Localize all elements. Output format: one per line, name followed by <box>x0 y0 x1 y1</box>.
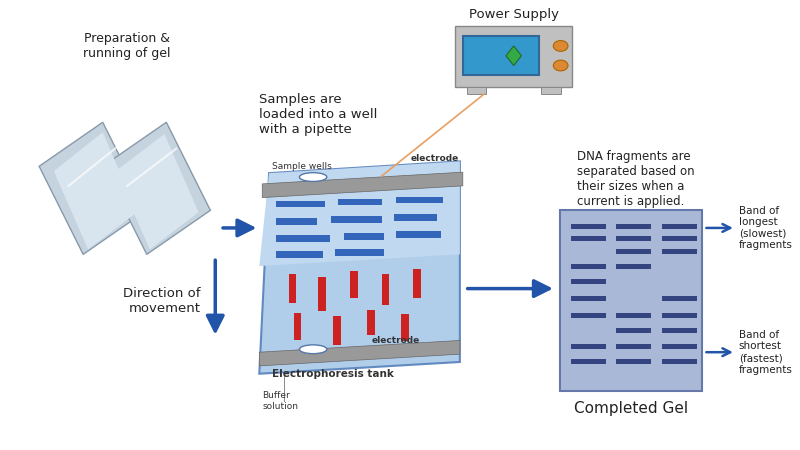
Text: Band of
longest
(slowest)
fragments: Band of longest (slowest) fragments <box>738 206 793 250</box>
Bar <box>617 328 650 333</box>
Bar <box>345 233 383 240</box>
Ellipse shape <box>554 40 568 51</box>
Bar <box>571 313 606 318</box>
Bar <box>413 269 421 298</box>
Bar <box>662 249 697 254</box>
Bar <box>276 252 323 258</box>
Bar <box>394 214 438 221</box>
Bar <box>367 310 374 335</box>
Bar <box>396 231 442 238</box>
Bar <box>455 27 573 87</box>
Ellipse shape <box>554 60 568 71</box>
Bar <box>662 297 697 302</box>
Bar <box>330 216 382 223</box>
Bar <box>396 197 443 203</box>
Ellipse shape <box>299 173 327 181</box>
Bar <box>617 359 650 364</box>
Text: Preparation &
running of gel: Preparation & running of gel <box>83 32 171 60</box>
Polygon shape <box>262 172 463 198</box>
Bar <box>662 224 697 229</box>
Bar <box>350 271 358 298</box>
Polygon shape <box>259 162 460 374</box>
Polygon shape <box>259 341 460 366</box>
Text: Sample wells: Sample wells <box>272 162 332 171</box>
Bar <box>571 344 606 349</box>
Bar <box>571 224 606 229</box>
Bar <box>662 313 697 318</box>
Bar <box>617 264 650 269</box>
Bar <box>401 314 409 342</box>
Bar <box>276 218 317 225</box>
Bar <box>617 249 650 254</box>
Text: Band of
shortest
(fastest)
fragments: Band of shortest (fastest) fragments <box>738 330 793 374</box>
Text: DNA fragments are
separated based on
their sizes when a
current is applied.: DNA fragments are separated based on the… <box>578 150 695 207</box>
Polygon shape <box>54 132 137 249</box>
Bar <box>617 236 650 241</box>
Bar <box>662 328 697 333</box>
Polygon shape <box>506 46 522 66</box>
Text: Buffer
solution: Buffer solution <box>262 392 298 411</box>
Ellipse shape <box>299 345 327 354</box>
Bar <box>617 344 650 349</box>
Bar <box>294 313 302 341</box>
Bar <box>382 274 390 305</box>
Text: Electrophoresis tank: Electrophoresis tank <box>272 369 394 379</box>
Polygon shape <box>259 162 460 266</box>
Bar <box>571 297 606 302</box>
Bar <box>571 236 606 241</box>
Bar <box>338 198 382 206</box>
Bar <box>318 277 326 311</box>
Bar <box>662 344 697 349</box>
Polygon shape <box>102 122 210 254</box>
Text: Power Supply: Power Supply <box>469 9 558 22</box>
Bar <box>463 36 539 75</box>
Bar <box>571 264 606 269</box>
Bar <box>276 201 325 207</box>
Bar <box>333 316 341 345</box>
Polygon shape <box>39 122 146 254</box>
Polygon shape <box>115 134 198 249</box>
Text: Direction of
movement: Direction of movement <box>123 287 201 315</box>
Bar <box>466 87 486 94</box>
Bar <box>289 274 297 303</box>
Text: Samples are
loaded into a well
with a pipette: Samples are loaded into a well with a pi… <box>259 93 378 136</box>
Bar <box>571 279 606 284</box>
Bar <box>662 359 697 364</box>
Text: electrode: electrode <box>411 154 459 163</box>
Bar <box>571 359 606 364</box>
Bar <box>662 236 697 241</box>
Bar <box>617 224 650 229</box>
Bar <box>560 210 702 392</box>
Bar <box>276 235 330 242</box>
Bar <box>334 249 383 256</box>
Text: electrode: electrode <box>372 336 420 345</box>
Text: Completed Gel: Completed Gel <box>574 401 688 416</box>
Bar <box>541 87 561 94</box>
Bar <box>617 313 650 318</box>
